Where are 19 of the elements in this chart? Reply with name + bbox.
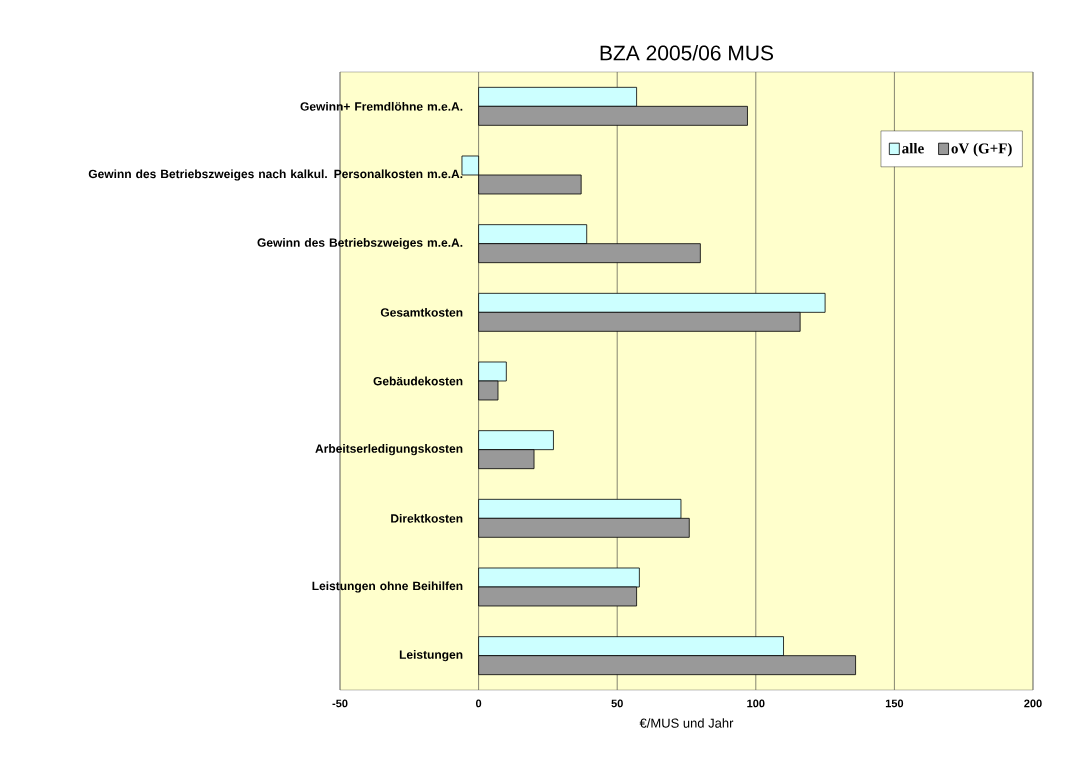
y-tick-label: Leistungen: [399, 650, 463, 662]
x-tick-label: -50: [332, 699, 348, 708]
x-tick-label: 50: [611, 699, 623, 708]
x-tick-label: 200: [1024, 699, 1042, 708]
y-tick-label: Direktkosten: [391, 513, 463, 523]
y-tick-label: Gewinn des Betriebszweiges m.e.A.: [257, 238, 463, 250]
y-tick-label: Gewinn des Betriebszweiges nach kalkul. Personalkosten m.e.A.: [88, 169, 463, 181]
x-tick-label: 150: [885, 699, 904, 708]
y-tick-label: Gesamtkosten: [380, 307, 463, 317]
x-axis-title: €/MUS und Jahr: [639, 718, 734, 728]
y-tick-label: Gewinn+ Fremdlöhne m.e.A.: [300, 101, 463, 111]
x-tick-label: 0: [475, 699, 482, 708]
y-tick-label: Leistungen ohne Beihilfen: [312, 581, 463, 593]
legend-label: oV (G+F): [951, 142, 1012, 157]
y-tick-label: Gebäudekosten: [373, 376, 463, 386]
chart-title: BZA 2005/06 MUS: [600, 45, 774, 61]
legend-label: alle: [902, 142, 924, 154]
x-tick-label: 100: [747, 699, 765, 708]
y-tick-label: Arbeitserledigungskosten: [315, 444, 463, 456]
